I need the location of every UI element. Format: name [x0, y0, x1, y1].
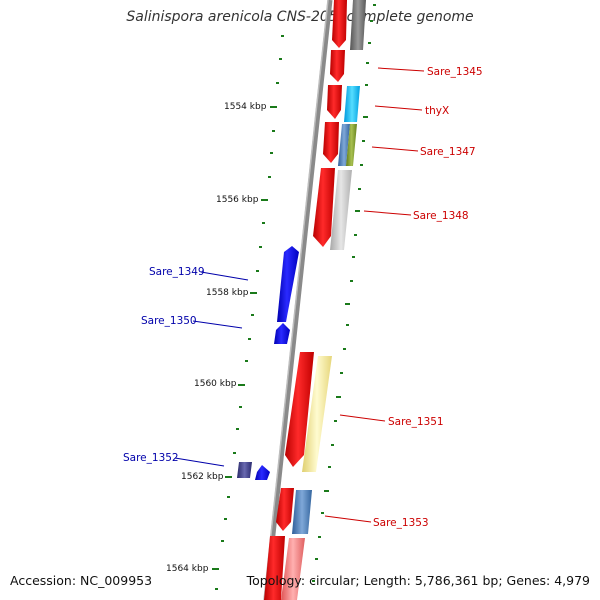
gene-arrow [255, 465, 270, 480]
gene-label: Sare_1350 [141, 315, 197, 327]
gene-arrow [313, 168, 335, 247]
gene-label: thyX [425, 105, 449, 117]
gene-label: Sare_1353 [373, 517, 429, 529]
gene-label: Sare_1351 [388, 416, 444, 428]
gene-arrow [327, 85, 342, 119]
gene-label: Sare_1345 [427, 66, 483, 78]
gene-labels-reverse: Sare_1349 Sare_1350 Sare_1352 [123, 266, 205, 464]
reverse-strand-genes [237, 246, 299, 480]
gene-arrow [237, 462, 252, 478]
gene-label: Sare_1352 [123, 452, 179, 464]
gene-arrow [276, 488, 294, 531]
genome-backbone [263, 0, 333, 600]
label-leader-lines [174, 67, 425, 523]
outer-tick-track [312, 4, 376, 582]
scale-label: 1554 kbp [224, 102, 267, 112]
gene-labels-forward: Sare_1345 thyX Sare_1347 Sare_1348 Sare_… [373, 66, 483, 529]
map-title: Salinispora arenicola CNS-205, complete … [126, 9, 474, 25]
gene-arrow [332, 0, 347, 48]
gene-arrow [330, 50, 345, 82]
gene-arrow [274, 323, 290, 344]
scale-label: 1562 kbp [181, 472, 224, 482]
gene-label: Sare_1348 [413, 210, 469, 222]
accession-text: Accession: NC_009953 [10, 573, 153, 588]
scale-label: 1558 kbp [206, 288, 249, 298]
topology-text: Topology: circular; Length: 5,786,361 bp… [246, 573, 590, 588]
scale-label: 1560 kbp [194, 379, 237, 389]
gene-arrow [264, 536, 285, 600]
gene-arrow [285, 352, 314, 467]
inner-tick-track [212, 35, 284, 590]
gene-arrow [323, 122, 339, 163]
gene-label: Sare_1347 [420, 146, 476, 158]
forward-strand-genes [264, 0, 347, 600]
scale-label: 1556 kbp [216, 195, 259, 205]
scale-labels: 1554 kbp 1556 kbp 1558 kbp 1560 kbp 1562… [166, 102, 267, 574]
gene-label: Sare_1349 [149, 266, 205, 278]
gene-arrow [277, 246, 299, 322]
annotation-bars [281, 0, 366, 600]
scale-label: 1564 kbp [166, 564, 209, 574]
